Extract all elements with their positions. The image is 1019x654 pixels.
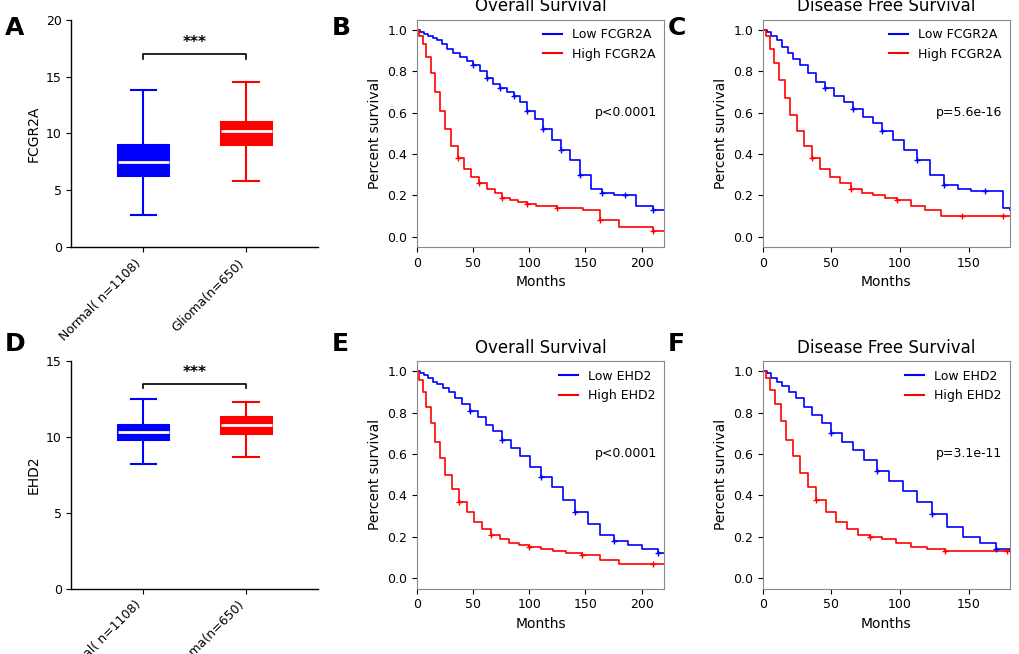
Text: D: D <box>5 332 25 356</box>
Text: A: A <box>5 16 24 41</box>
PathPatch shape <box>220 417 272 434</box>
Text: p=5.6e-16: p=5.6e-16 <box>935 106 1002 119</box>
Text: ***: *** <box>182 366 207 381</box>
X-axis label: Months: Months <box>515 617 566 631</box>
Legend: Low EHD2, High EHD2: Low EHD2, High EHD2 <box>899 365 1005 407</box>
Title: Disease Free Survival: Disease Free Survival <box>797 339 974 356</box>
X-axis label: Months: Months <box>515 275 566 290</box>
Y-axis label: EHD2: EHD2 <box>26 455 40 494</box>
Text: p<0.0001: p<0.0001 <box>594 447 656 460</box>
Text: C: C <box>667 16 686 41</box>
Text: B: B <box>331 16 351 41</box>
Y-axis label: Percent survival: Percent survival <box>368 419 381 530</box>
Y-axis label: FCGR2A: FCGR2A <box>26 105 40 162</box>
X-axis label: Months: Months <box>860 275 911 290</box>
Text: ***: *** <box>182 35 207 50</box>
Y-axis label: Percent survival: Percent survival <box>713 419 727 530</box>
Title: Disease Free Survival: Disease Free Survival <box>797 0 974 15</box>
Legend: Low FCGR2A, High FCGR2A: Low FCGR2A, High FCGR2A <box>538 24 659 65</box>
Legend: Low EHD2, High EHD2: Low EHD2, High EHD2 <box>553 365 659 407</box>
Text: p=3.1e-11: p=3.1e-11 <box>935 447 1002 460</box>
PathPatch shape <box>117 145 169 175</box>
Text: E: E <box>331 332 348 356</box>
Y-axis label: Percent survival: Percent survival <box>713 78 727 189</box>
Text: p<0.0001: p<0.0001 <box>594 106 656 119</box>
Legend: Low FCGR2A, High FCGR2A: Low FCGR2A, High FCGR2A <box>882 24 1005 65</box>
X-axis label: Months: Months <box>860 617 911 631</box>
Title: Overall Survival: Overall Survival <box>474 0 606 15</box>
PathPatch shape <box>220 122 272 145</box>
Title: Overall Survival: Overall Survival <box>474 339 606 356</box>
PathPatch shape <box>117 424 169 440</box>
Y-axis label: Percent survival: Percent survival <box>368 78 381 189</box>
Text: F: F <box>667 332 685 356</box>
